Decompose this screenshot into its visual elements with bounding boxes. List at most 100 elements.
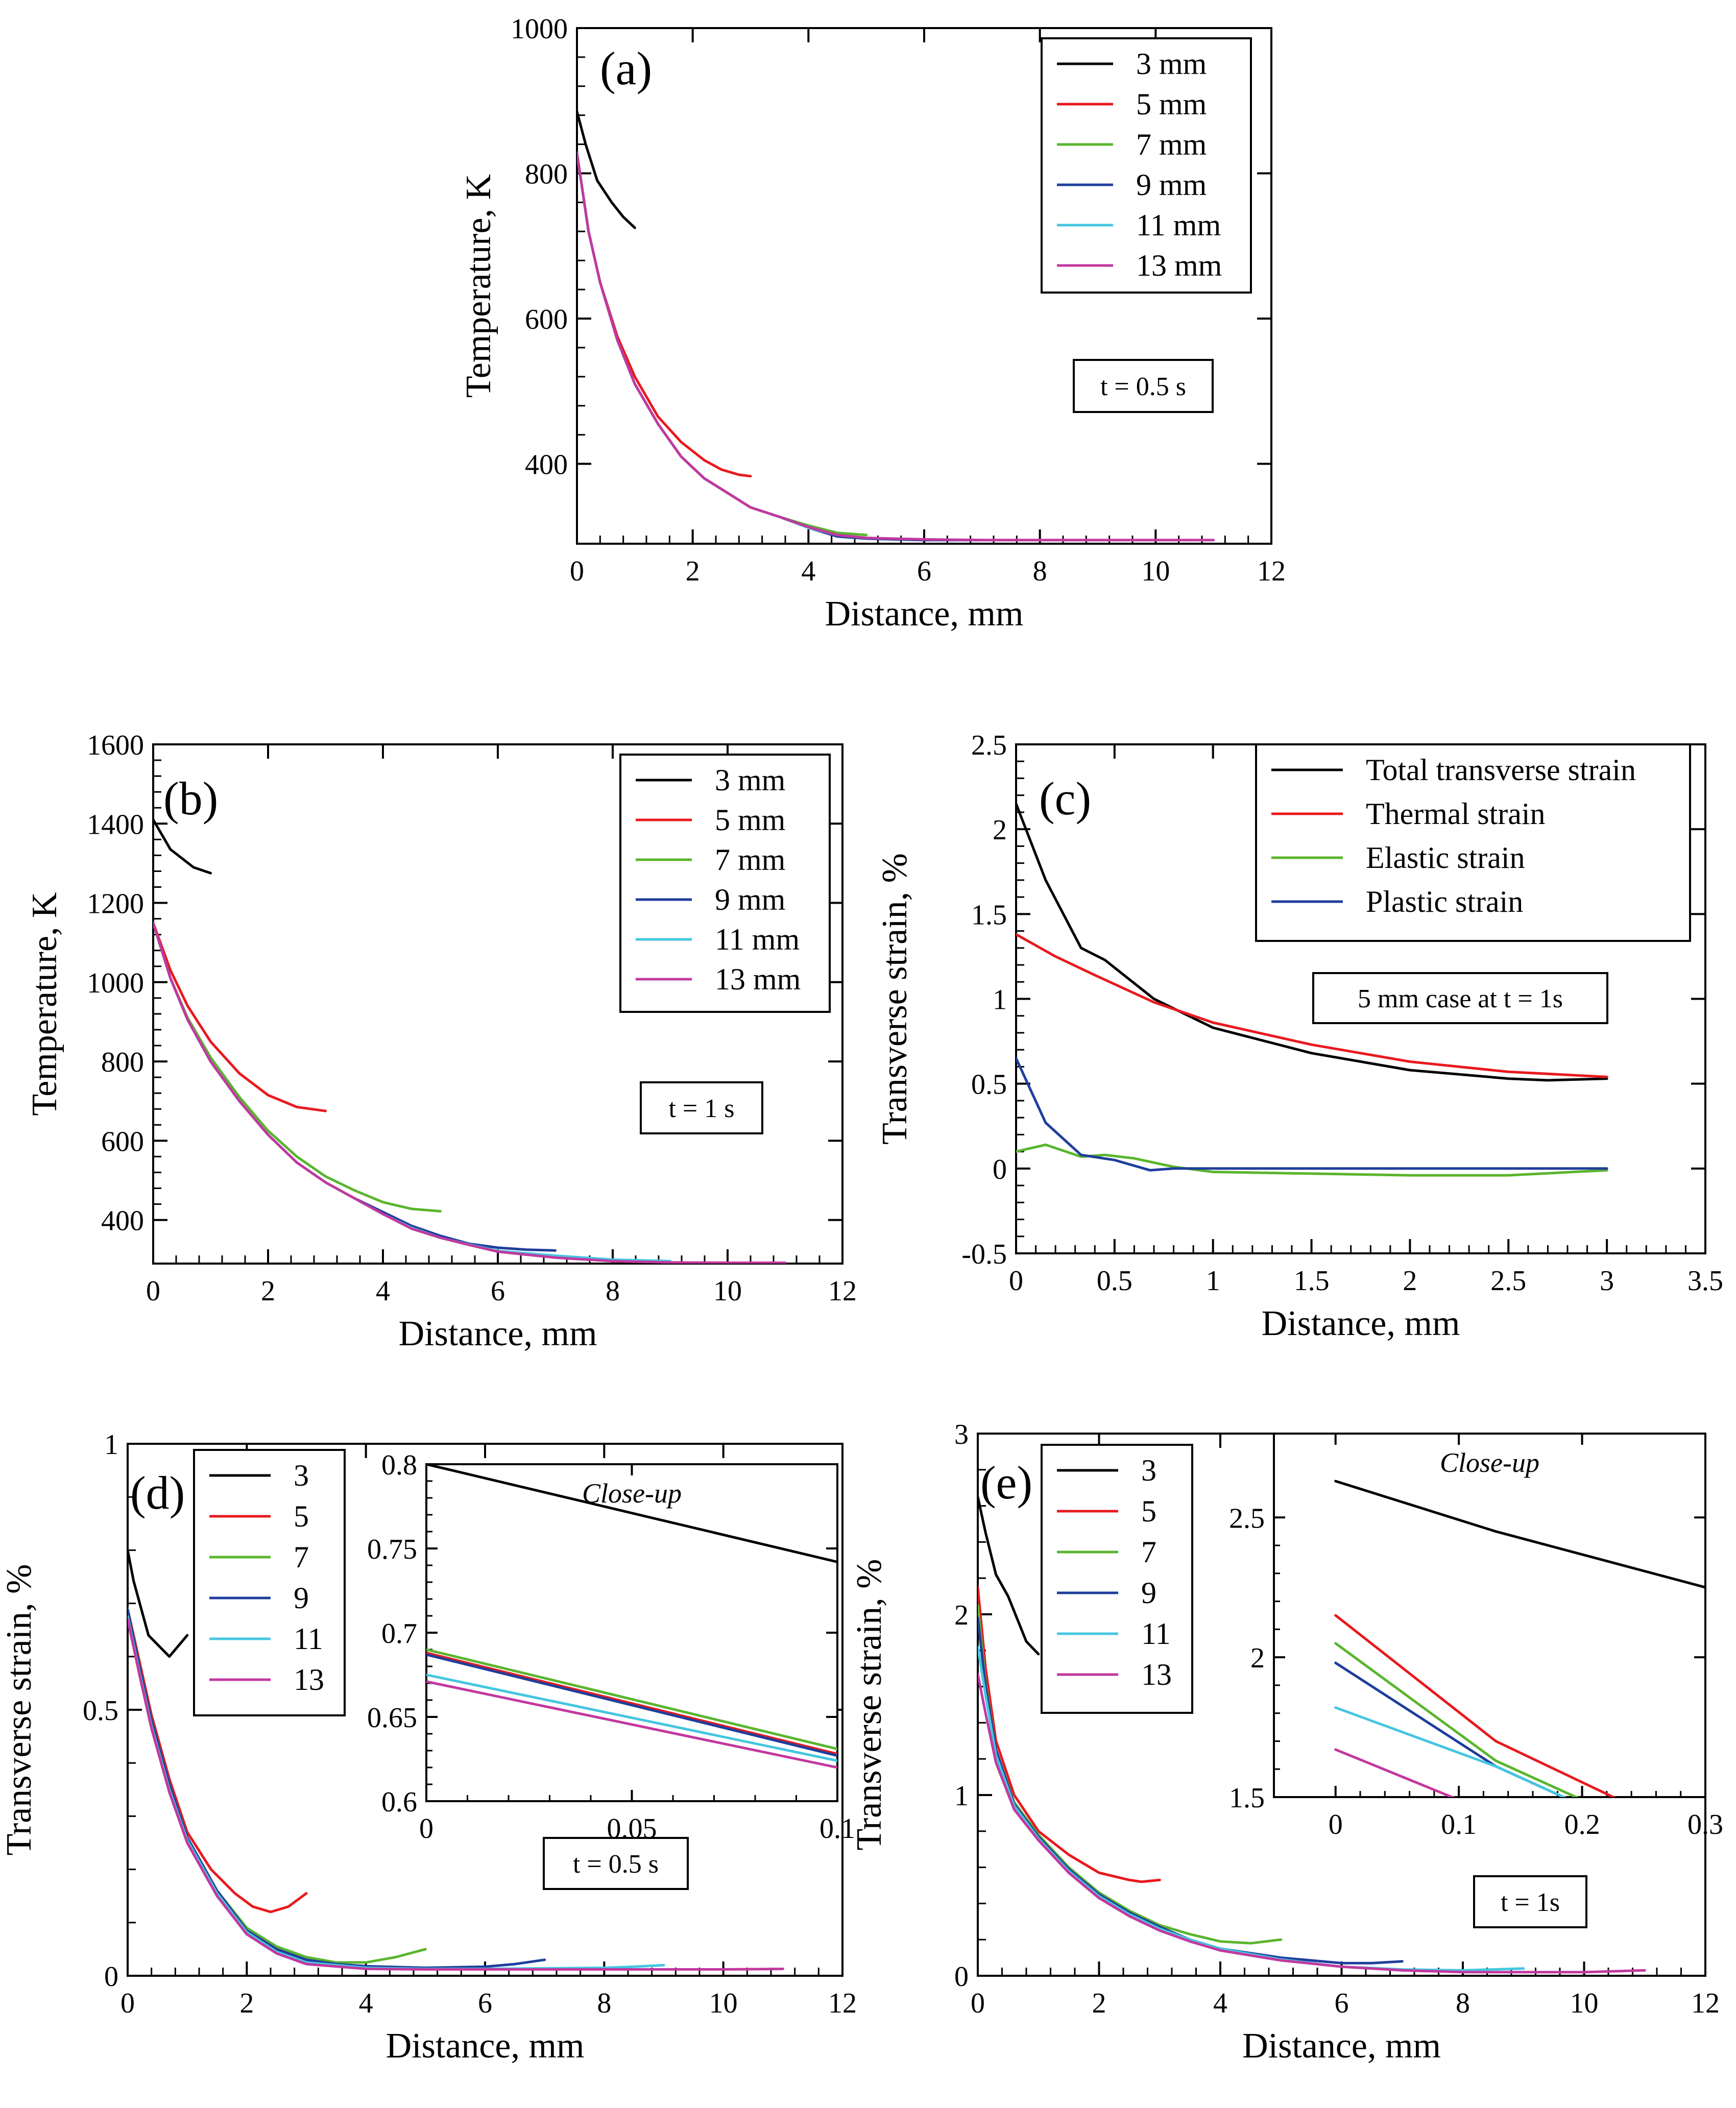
inset-d-y-tick-label: 0.75 bbox=[367, 1534, 417, 1565]
panel-c-series-line-plastic-strain bbox=[1016, 1057, 1608, 1172]
panel-b-y-tick-label: 400 bbox=[101, 1205, 144, 1237]
legend-entry-label: 5 bbox=[1141, 1494, 1156, 1528]
legend-entry-label: 7 bbox=[1141, 1535, 1156, 1569]
panel-a-y-tick-label: 400 bbox=[525, 449, 568, 481]
panel-d-x-tick-label: 10 bbox=[709, 1988, 738, 2019]
inset-d-series-line-5 bbox=[426, 1652, 837, 1756]
panel-a-x-tick-label: 0 bbox=[570, 555, 584, 587]
legend-entry-label: 11 bbox=[1141, 1617, 1171, 1651]
panel-d-x-tick-label: 0 bbox=[120, 1988, 135, 2019]
panel-d-legend: 3 5 7 9 11 13 bbox=[193, 1449, 346, 1716]
panel-d-y-tick-label: 0.5 bbox=[83, 1695, 118, 1727]
legend-entry-label: 5 bbox=[294, 1499, 309, 1533]
inset-e-plot-frame bbox=[1273, 1433, 1706, 1798]
panel-d-series-line-3 bbox=[128, 1548, 189, 1658]
panel-e-x-tick-label: 6 bbox=[1335, 1988, 1349, 2019]
legend-entry-label: Total transverse strain bbox=[1366, 753, 1636, 787]
legend-box bbox=[1041, 1444, 1193, 1714]
panel-c-series-line-total-transverse-strain bbox=[1016, 802, 1608, 1082]
panel-e-legend: 3 5 7 9 11 13 bbox=[1041, 1444, 1193, 1714]
panel-c-x-axis-title: Distance, mm bbox=[1262, 1304, 1460, 1343]
panel-a: 0 2 4 6 8 10 12 400 600 800 1000 Distance, mm Temper… bbox=[459, 13, 1286, 634]
legend-entry-label: 9 mm bbox=[715, 883, 785, 916]
panel-c-legend: Total transverse strain Thermal strain Ela… bbox=[1255, 743, 1691, 942]
legend-entry-label: 3 mm bbox=[1136, 47, 1207, 81]
legend-entry-label: Plastic strain bbox=[1366, 885, 1523, 918]
inset-e-x-tick-label: 0.3 bbox=[1687, 1809, 1723, 1840]
panel-a-y-axis-title: Temperature, K bbox=[459, 174, 498, 398]
panel-b-x-tick-label: 0 bbox=[146, 1275, 160, 1307]
panel-a-x-tick-label: 8 bbox=[1033, 555, 1047, 587]
inset-d-x-tick-label: 0 bbox=[419, 1813, 433, 1845]
panel-b-y-tick-label: 1400 bbox=[87, 809, 144, 840]
panel-c-y-tick-label: 1.5 bbox=[971, 899, 1007, 931]
inset-e-series-line-11 bbox=[1334, 1706, 1567, 1797]
inset-d-series-line-11 bbox=[426, 1674, 837, 1762]
panel-d-x-tick-label: 12 bbox=[828, 1988, 857, 2019]
panel-d-label: (d) bbox=[130, 1467, 185, 1519]
panel-a-x-axis-title: Distance, mm bbox=[825, 594, 1024, 634]
panel-d-annotation-box bbox=[543, 1837, 689, 1890]
panel-c-x-tick-label: 1 bbox=[1206, 1265, 1220, 1297]
panel-b-x-tick-label: 12 bbox=[828, 1275, 857, 1307]
panel-b-y-tick-label: 600 bbox=[101, 1126, 144, 1157]
panel-b-y-tick-label: 1000 bbox=[87, 967, 144, 999]
legend-entry-label: 11 mm bbox=[715, 923, 800, 956]
legend-entry-label: 9 mm bbox=[1136, 168, 1207, 202]
panel-c-y-tick-label: 1 bbox=[993, 984, 1007, 1016]
panel-e-inset: 0 0.1 0.2 0.3 1.5 2 2.5 Close-up bbox=[1229, 1433, 1723, 1840]
panel-a-x-tick-label: 12 bbox=[1257, 555, 1286, 587]
panel-b-annotation-box bbox=[640, 1081, 763, 1134]
panel-e-series-line-5 bbox=[978, 1586, 1161, 1883]
inset-e-x-tick-label: 0 bbox=[1329, 1809, 1343, 1840]
inset-series bbox=[1334, 1480, 1705, 1797]
panel-e-x-axis-title: Distance, mm bbox=[1242, 2026, 1441, 2066]
inset-d-x-tick-label: 0.1 bbox=[819, 1813, 855, 1845]
panel-b-x-tick-label: 8 bbox=[606, 1275, 620, 1307]
panel-c-annotation-box bbox=[1312, 972, 1608, 1024]
panel-d-series-line-9 bbox=[128, 1608, 546, 1969]
inset-d-y-tick-label: 0.7 bbox=[381, 1618, 417, 1650]
panel-a-x-tick-label: 6 bbox=[917, 555, 931, 587]
panel-c-x-tick-label: 3 bbox=[1600, 1265, 1614, 1297]
panel-d-x-tick-label: 8 bbox=[597, 1988, 611, 2019]
panel-b-series-line-5-mm bbox=[153, 921, 327, 1112]
panel-a-annotation: t = 0.5 s bbox=[1100, 372, 1186, 401]
legend-entry-label: 9 bbox=[1141, 1576, 1156, 1610]
panel-e-x-tick-label: 8 bbox=[1456, 1988, 1470, 2019]
panel-e-y-tick-label: 1 bbox=[954, 1780, 969, 1812]
legend-entry-label: Thermal strain bbox=[1366, 797, 1546, 831]
panel-b-y-tick-label: 800 bbox=[101, 1047, 144, 1078]
panel-c-series bbox=[1016, 802, 1608, 1177]
panel-e-series bbox=[978, 1495, 1646, 1974]
legend-entry-label: 3 bbox=[1141, 1453, 1156, 1487]
panel-e-label: (e) bbox=[980, 1457, 1032, 1509]
panel-e-series-line-3 bbox=[978, 1495, 1040, 1656]
inset-bg bbox=[426, 1464, 837, 1801]
legend-entry-label: 11 bbox=[294, 1622, 323, 1656]
panel-b-series-line-11-mm bbox=[153, 921, 671, 1263]
inset-e-x-tick-label: 0.1 bbox=[1441, 1809, 1477, 1840]
inset-e-series-line-7 bbox=[1334, 1642, 1579, 1797]
panel-e-x-tick-label: 12 bbox=[1691, 1988, 1720, 2019]
panel-e-y-tick-label: 0 bbox=[954, 1961, 969, 1993]
panel-b-y-axis-title: Temperature, K bbox=[25, 892, 64, 1116]
panel-d-y-axis-title: Transverse strain, % bbox=[0, 1564, 39, 1856]
panel-b-series-line-7-mm bbox=[153, 921, 442, 1213]
inset-e-y-tick-label: 1.5 bbox=[1229, 1782, 1265, 1814]
panel-e-x-tick-label: 4 bbox=[1213, 1988, 1227, 2019]
panel-c-y-tick-label: 2 bbox=[993, 814, 1007, 846]
legend-entry-label: 13 mm bbox=[1136, 249, 1222, 282]
panel-c-y-tick-label: 0.5 bbox=[971, 1069, 1007, 1101]
panel-a-x-tick-label: 10 bbox=[1141, 555, 1170, 587]
panel-e-x-tick-label: 2 bbox=[1092, 1988, 1106, 2019]
legend-entry-label: 7 mm bbox=[715, 843, 785, 877]
panel-d-x-axis-title: Distance, mm bbox=[386, 2026, 585, 2066]
panel-a-annotation-box bbox=[1073, 359, 1214, 413]
panel-a-y-tick-label: 600 bbox=[525, 304, 568, 335]
panel-c-y-axis-title: Transverse strain, % bbox=[875, 853, 914, 1145]
legend-entry-label: 13 bbox=[294, 1663, 324, 1697]
legend-entry-label: 13 mm bbox=[715, 962, 801, 996]
